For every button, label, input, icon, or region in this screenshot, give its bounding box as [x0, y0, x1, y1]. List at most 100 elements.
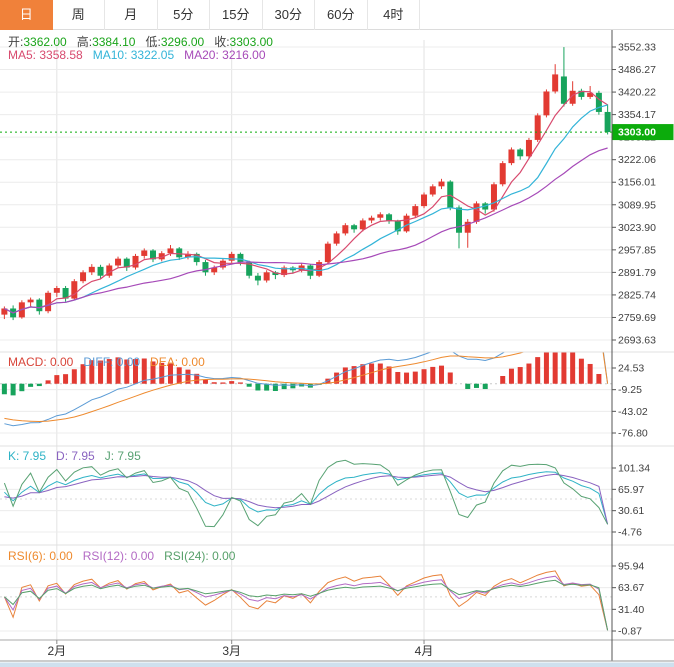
tab-week[interactable]: 周 [53, 0, 105, 30]
macd-tick-label: -43.02 [618, 406, 648, 418]
candle-body [552, 74, 559, 92]
main-tick-label: 3023.90 [618, 222, 656, 234]
kdj-tick-label: 65.97 [618, 484, 644, 496]
candle-body [132, 255, 139, 268]
main-tick-label: 2759.69 [618, 312, 656, 324]
period-tabbar: 日周月 5分 15分 30分 60分 4时 [0, 0, 674, 30]
rsi-tick-label: -0.87 [618, 626, 642, 638]
candle-body [368, 217, 375, 221]
candle-body [324, 243, 331, 263]
candle-body [88, 266, 95, 273]
candle-body [1, 308, 8, 315]
candles-layer [1, 47, 611, 321]
candle-body [237, 253, 244, 263]
candle-body [62, 288, 69, 299]
candle-body [534, 115, 541, 140]
candle-body [412, 206, 419, 216]
rsi-tick-label: 95.94 [618, 561, 644, 573]
macd-tick-label: -76.80 [618, 428, 648, 440]
candle-body [456, 207, 462, 233]
rsi-lines [3, 570, 609, 631]
tab-4hour[interactable]: 4时 [368, 0, 420, 30]
candle-body [595, 92, 602, 112]
tab-day[interactable]: 日 [0, 0, 53, 30]
candle-body [490, 184, 497, 210]
month-label: 2月 [47, 644, 66, 658]
chart-canvas[interactable]: 3552.333486.273420.223354.173288.123222.… [0, 30, 674, 667]
main-tick-label: 3222.06 [618, 154, 656, 166]
kdj-lines [3, 459, 609, 528]
candle-body [316, 262, 323, 276]
candle-body [342, 225, 349, 234]
kdj-tick-label: 30.61 [618, 505, 644, 517]
main-tick-label: 2693.63 [618, 335, 656, 347]
candle-body [281, 267, 288, 276]
candle-body [438, 181, 445, 187]
candle-body [578, 90, 585, 97]
candle-body [604, 111, 611, 133]
main-tick-label: 2825.74 [618, 289, 656, 301]
candle-body [263, 272, 270, 281]
tabbar-spacer [420, 0, 674, 29]
kdj-tick-label: -4.76 [618, 527, 642, 539]
candle-body [447, 181, 454, 208]
candle-body [27, 299, 34, 303]
candle-body [80, 272, 87, 282]
candle-body [158, 253, 165, 260]
main-tick-label: 2957.85 [618, 244, 656, 256]
candle-body [219, 260, 226, 268]
candle-body [141, 250, 148, 256]
current-price-badge-text: 3303.00 [618, 127, 656, 139]
main-tick-label: 3156.01 [618, 177, 656, 189]
gridlines [0, 46, 612, 632]
macd-tick-label: -9.25 [618, 384, 642, 396]
tab-5min[interactable]: 5分 [158, 0, 210, 30]
tab-60min[interactable]: 60分 [315, 0, 368, 30]
candle-body [403, 215, 410, 232]
candle-body [508, 149, 515, 164]
candle-body [351, 225, 358, 230]
candle-body [211, 267, 218, 273]
candle-body [560, 76, 567, 104]
candle-body [499, 163, 506, 185]
candle-body [71, 281, 78, 299]
main-tick-label: 2891.79 [618, 267, 656, 279]
rsi-tick-label: 63.67 [618, 582, 644, 594]
candle-body [394, 221, 401, 232]
month-axis: 2月 3月 4月 [47, 640, 433, 658]
candle-body [45, 292, 52, 312]
month-label: 3月 [222, 644, 241, 658]
candle-body [184, 253, 191, 258]
candle-body [150, 250, 156, 260]
current-price-badge: 3303.00 [612, 124, 674, 141]
candle-body [115, 258, 122, 266]
tab-30min[interactable]: 30分 [263, 0, 315, 30]
candle-body [167, 248, 174, 254]
kdj-tick-label: 101.34 [618, 463, 650, 475]
macd-histogram [1, 352, 602, 396]
main-tick-label: 3486.27 [618, 64, 656, 76]
candle-body [106, 265, 113, 276]
candle-body [587, 92, 594, 97]
candle-body [228, 253, 235, 261]
candle-body [359, 220, 366, 230]
candle-body [36, 299, 43, 312]
main-tick-label: 3420.22 [618, 87, 656, 99]
candle-body [473, 203, 480, 222]
bottom-strip [0, 662, 674, 667]
candle-body [569, 90, 576, 104]
candle-body [525, 139, 532, 157]
candle-body [176, 248, 183, 258]
tab-15min[interactable]: 15分 [210, 0, 263, 30]
candle-body [464, 221, 471, 233]
candle-body [543, 91, 550, 116]
candle-body [377, 214, 384, 218]
macd-lines [4, 352, 609, 427]
rsi-tick-label: 31.40 [618, 604, 644, 616]
main-tick-label: 3354.17 [618, 109, 656, 121]
candle-body [97, 266, 104, 276]
ma-lines [4, 90, 608, 314]
main-tick-label: 3089.95 [618, 199, 656, 211]
tab-month[interactable]: 月 [105, 0, 158, 30]
candle-body [123, 258, 130, 268]
